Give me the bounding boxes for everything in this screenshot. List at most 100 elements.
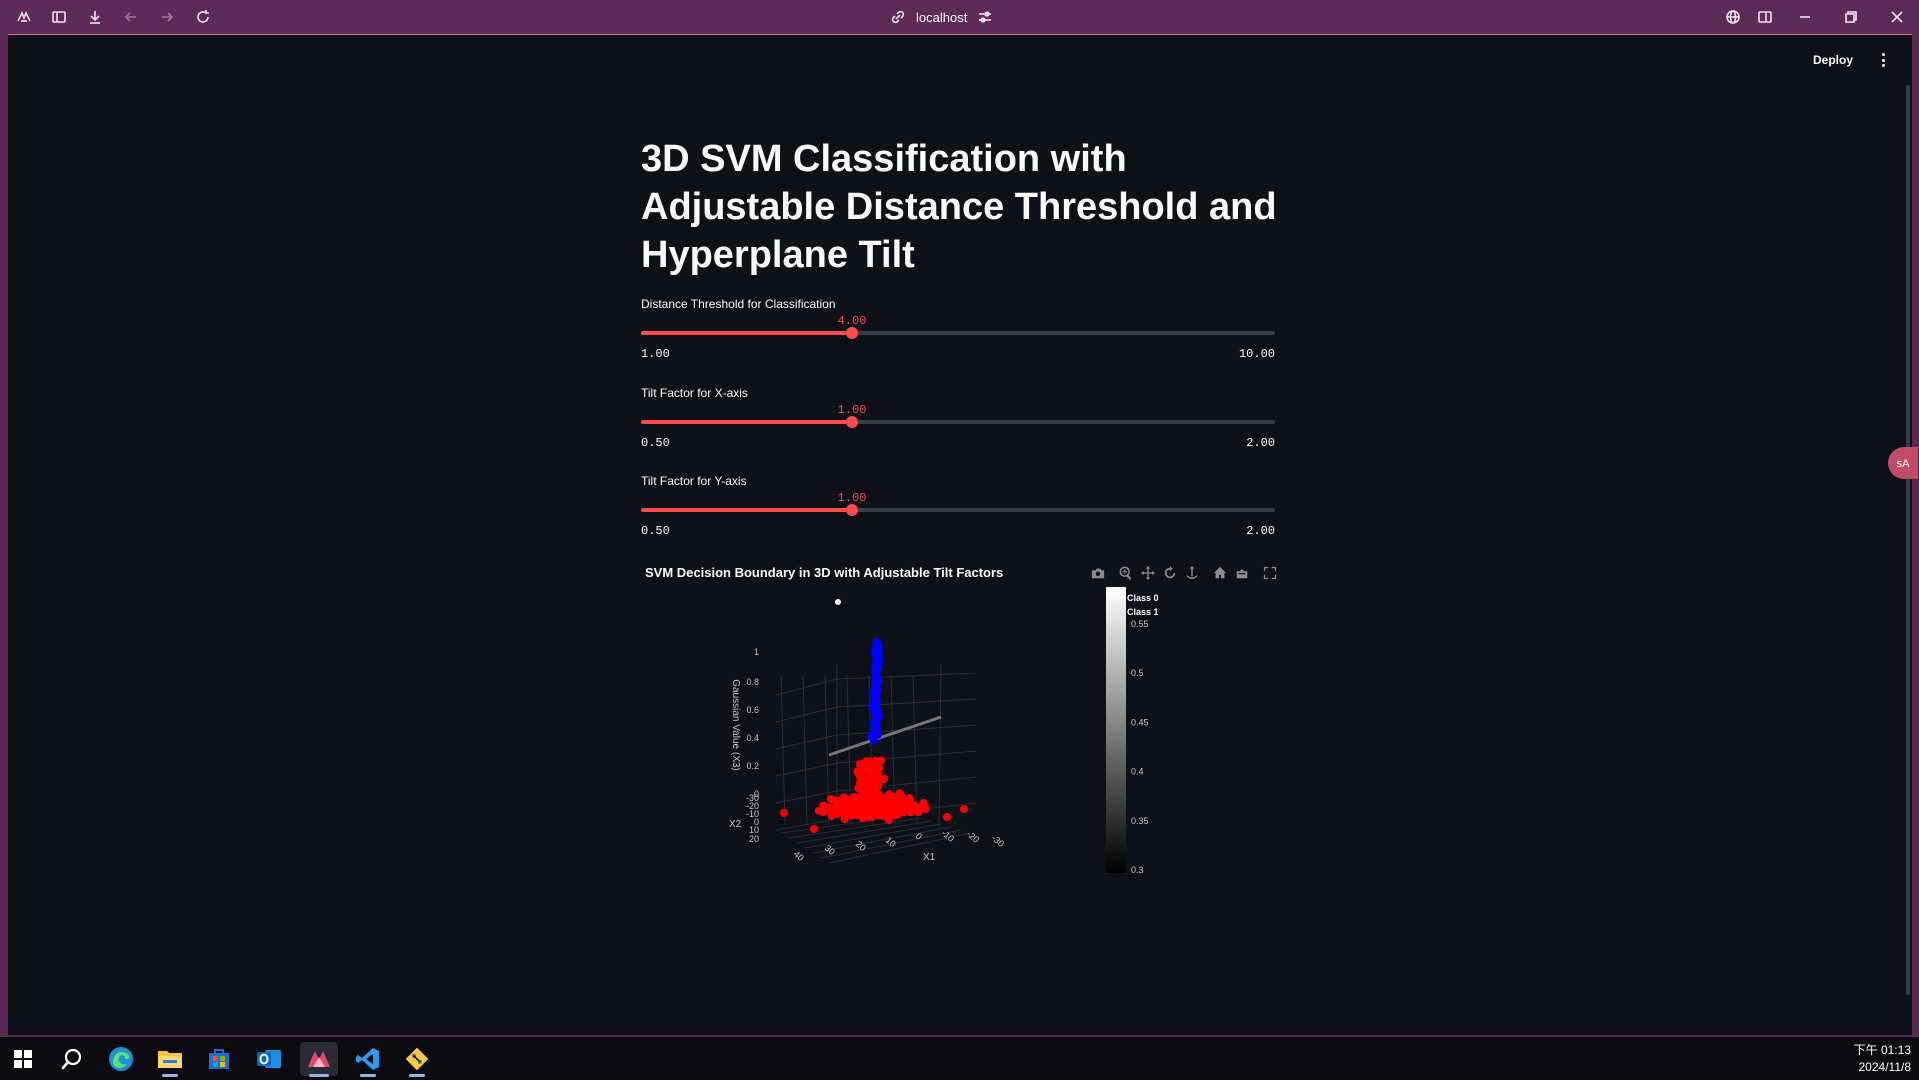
class-0-point (960, 805, 968, 813)
slider-min: 1.00 (641, 347, 670, 361)
class-0-point (838, 796, 847, 805)
class-1-point (873, 652, 882, 660)
class-0-point (866, 773, 875, 782)
slider-max: 10.00 (1238, 347, 1275, 361)
vscode-icon[interactable] (349, 1042, 387, 1077)
clock-date: 2024/11/8 (1858, 1060, 1912, 1074)
slider-min: 0.50 (641, 436, 670, 450)
edge-icon[interactable] (102, 1042, 140, 1076)
z-tick-label: 0.2 (746, 761, 759, 771)
address-bar[interactable]: localhost (890, 7, 993, 27)
class-0-point (810, 825, 818, 833)
plot-colorbar: 0.55 0.5 0.45 0.4 0.35 0.3 (1106, 587, 1149, 875)
site-settings-icon[interactable] (977, 9, 993, 25)
minimize-icon[interactable] (1795, 7, 1815, 27)
zoom-icon[interactable] (1117, 565, 1134, 581)
legend-item[interactable]: Class 1 (1127, 607, 1159, 617)
class-1-point (872, 691, 881, 699)
class-0-point (943, 813, 951, 821)
x-tick-label: -20 (965, 829, 981, 845)
legend-item[interactable]: Class 0 (1127, 593, 1159, 603)
class-0-point (819, 801, 828, 810)
class-0-point (859, 800, 868, 809)
slider-thumb[interactable] (846, 327, 858, 339)
file-explorer-icon[interactable] (151, 1042, 189, 1077)
slider-track[interactable] (641, 504, 1275, 516)
slider-value: 1.00 (837, 403, 867, 417)
pan-icon[interactable] (1139, 565, 1156, 581)
slider-thumb[interactable] (846, 504, 858, 516)
y-tick-label: 10 (749, 825, 759, 835)
app-menu-icon[interactable] (14, 7, 34, 27)
forward-icon[interactable] (157, 7, 177, 27)
z-tick-label: 0 (754, 789, 759, 799)
class-0-point (854, 807, 863, 816)
plot-modebar (1089, 565, 1278, 581)
download-icon[interactable] (85, 7, 105, 27)
browser-app-icon[interactable] (300, 1042, 338, 1077)
fullscreen-icon[interactable] (1261, 565, 1278, 581)
default-view-icon[interactable] (1233, 565, 1250, 581)
grid-line (775, 706, 838, 723)
outlook-icon[interactable] (250, 1042, 288, 1076)
grid-line (836, 698, 977, 708)
slider-thumb[interactable] (846, 416, 858, 428)
floor-grid-line (828, 832, 972, 864)
slider-track[interactable] (641, 327, 1275, 339)
git-icon[interactable] (398, 1042, 436, 1077)
slider-label: Tilt Factor for X-axis (641, 386, 748, 400)
start-icon[interactable] (4, 1042, 42, 1076)
restore-icon[interactable] (1841, 7, 1861, 27)
colorbar-tick-label: 0.5 (1131, 668, 1144, 678)
class-1-points (867, 637, 884, 745)
translate-extension-button[interactable]: ꜱA (1888, 447, 1918, 479)
taskbar-clock[interactable]: 下午 01:13 2024/11/8 (1854, 1042, 1911, 1076)
class-0-point (874, 777, 883, 786)
slider-track[interactable] (641, 416, 1275, 428)
grid-line (780, 674, 786, 826)
back-icon[interactable] (121, 7, 141, 27)
main-menu-icon[interactable] (1876, 51, 1890, 69)
class-1-point (872, 673, 881, 682)
tilt-x-slider: Tilt Factor for X-axis 1.00 0.50 2.00 (641, 386, 1281, 456)
store-icon[interactable] (200, 1042, 238, 1076)
turntable-icon[interactable] (1183, 565, 1200, 581)
x-axis-label: X1 (923, 852, 936, 863)
class-0-point (847, 806, 855, 815)
chart-title: SVM Decision Boundary in 3D with Adjusta… (645, 565, 1004, 580)
class-0-point (873, 759, 882, 768)
plot-legend[interactable]: Class 0 Class 1 (1127, 593, 1159, 617)
camera-icon[interactable] (1089, 565, 1106, 581)
colorbar-tick-label: 0.35 (1131, 816, 1149, 826)
class-0-point (852, 799, 861, 808)
class-0-point (855, 778, 864, 787)
class-0-point (873, 811, 882, 819)
app-viewport: Deploy ꜱA 3D SVM Classification with Adj… (8, 34, 1918, 1035)
class-0-point (904, 796, 913, 805)
x-tick-label: -30 (990, 833, 1006, 849)
search-icon[interactable] (53, 1042, 91, 1076)
scrollbar[interactable] (1906, 85, 1910, 995)
grid-line (775, 734, 838, 750)
reload-icon[interactable] (193, 7, 213, 27)
floor-grid-line (796, 820, 932, 844)
orbit-icon[interactable] (1161, 565, 1178, 581)
colorbar-gradient (1106, 587, 1126, 873)
class-0-point (840, 815, 849, 824)
translate-extension-icon: ꜱA (1896, 457, 1910, 470)
grid-line (802, 674, 808, 826)
reset-camera-icon[interactable] (1211, 565, 1228, 581)
z-tick-label: 0.6 (746, 705, 759, 715)
colorbar-tick-label: 0.55 (1131, 619, 1149, 629)
link-icon (891, 10, 905, 24)
close-icon[interactable] (1887, 7, 1907, 27)
y-tick-label: 20 (749, 834, 759, 844)
sidebar-icon[interactable] (49, 7, 69, 27)
split-view-icon[interactable] (1755, 7, 1775, 27)
taskbar: 下午 01:13 2024/11/8 (0, 1037, 1919, 1080)
floor-grid-line (788, 817, 922, 839)
translate-icon[interactable] (1723, 7, 1743, 27)
deploy-button[interactable]: Deploy (1813, 53, 1854, 67)
